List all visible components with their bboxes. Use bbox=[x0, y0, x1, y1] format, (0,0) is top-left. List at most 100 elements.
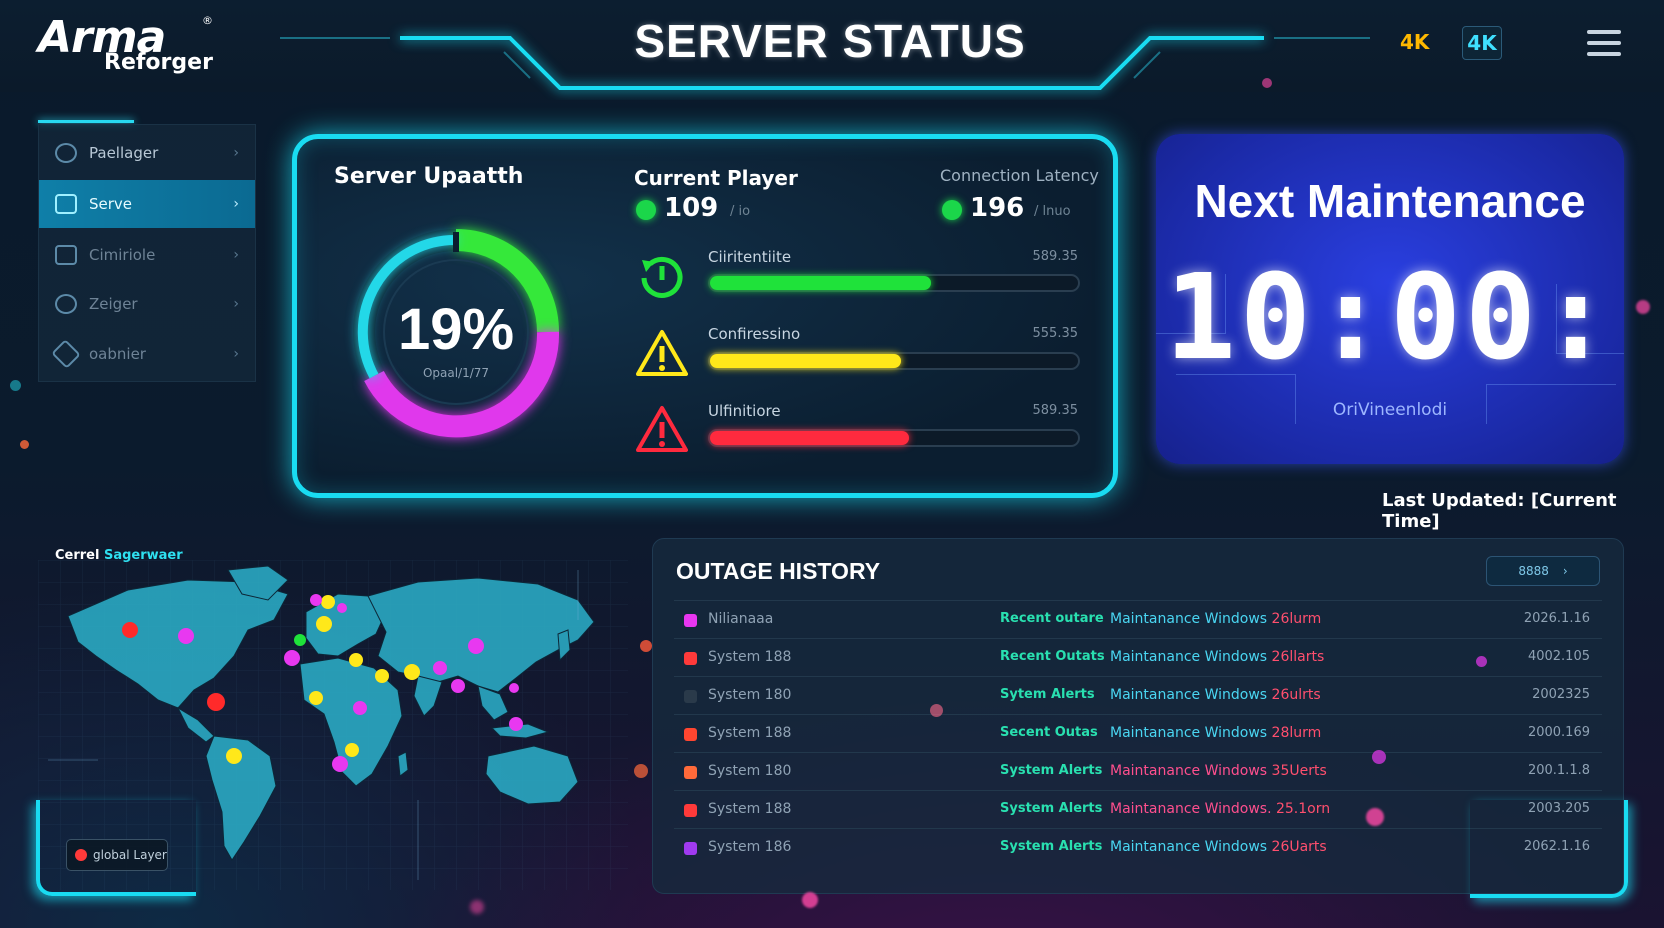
outage-window-label: Maintanance Windows bbox=[1110, 611, 1268, 627]
logo-registered-mark: ® bbox=[202, 14, 213, 27]
outage-type: Recent Outats bbox=[1000, 649, 1105, 664]
chevron-right-icon: › bbox=[1562, 564, 1568, 578]
settings-circle-icon bbox=[55, 143, 77, 163]
decor-spark bbox=[634, 764, 648, 778]
metric-value: 589.35 bbox=[1032, 403, 1079, 418]
decor-spark bbox=[1476, 656, 1487, 667]
maintenance-panel bbox=[1156, 134, 1624, 464]
uptime-value: 19% bbox=[397, 297, 515, 362]
outage-window: Maintanance Windows 26lurm bbox=[1110, 611, 1321, 627]
status-square-icon bbox=[684, 766, 697, 779]
outage-row[interactable]: System 186 System Alerts Maintanance Windo… bbox=[674, 828, 1602, 866]
uptime-label: Server Upaatth bbox=[334, 164, 524, 189]
metric-bar-track bbox=[708, 274, 1080, 292]
sidebar: Paellager › Serve › Cimiriole › Zeiger ›… bbox=[38, 124, 256, 382]
outage-history-panel bbox=[652, 538, 1624, 894]
outage-window-label: Maintanance Windows bbox=[1110, 763, 1268, 779]
metric-bar-fill bbox=[710, 354, 901, 368]
outage-date: 2026.1.16 bbox=[1523, 611, 1590, 626]
sidebar-item-cimiriole[interactable]: Cimiriole › bbox=[39, 231, 255, 279]
sidebar-item-paellager[interactable]: Paellager › bbox=[39, 129, 255, 177]
current-players-label: Current Player bbox=[634, 166, 798, 190]
sidebar-item-serve[interactable]: Serve › bbox=[39, 180, 255, 228]
outage-system: System 188 bbox=[708, 801, 792, 817]
chevron-right-icon: › bbox=[233, 296, 239, 312]
decor-spark bbox=[640, 640, 652, 652]
resolution-toggle-4k[interactable]: 4K bbox=[1462, 26, 1502, 60]
outage-type: System Alerts bbox=[1000, 763, 1103, 778]
status-square-icon bbox=[684, 690, 697, 703]
metric-bar-fill bbox=[710, 276, 931, 290]
outage-window-label: Maintanance Windows. bbox=[1110, 801, 1272, 817]
hamburger-menu-icon[interactable] bbox=[1587, 30, 1621, 56]
outage-row[interactable]: System 188 Secent Outas Maintanance Window… bbox=[674, 714, 1602, 752]
world-map[interactable] bbox=[38, 560, 628, 890]
outage-type: Secent Outas bbox=[1000, 725, 1098, 740]
maintenance-countdown: 10:00: bbox=[1164, 248, 1616, 386]
warning-triangle-red-icon bbox=[636, 406, 688, 452]
decor-spark bbox=[470, 900, 484, 914]
decor-spark bbox=[802, 892, 818, 908]
app-logo[interactable]: Arma Reforger ® bbox=[38, 12, 218, 75]
outage-system: Nilianaaa bbox=[708, 611, 774, 627]
view-all-label: 8888 bbox=[1518, 564, 1549, 578]
last-updated-text: Last Updated: [Current Time] bbox=[1382, 490, 1617, 532]
outage-window-label: Maintanance Windows bbox=[1110, 725, 1268, 741]
outage-row[interactable]: Nilianaaa Recent outare Maintanance Window… bbox=[674, 600, 1602, 638]
metric-bar-fill bbox=[710, 431, 909, 445]
link-icon bbox=[55, 294, 77, 314]
outage-row[interactable]: System 188 System Alerts Maintanance Windo… bbox=[674, 790, 1602, 828]
outage-window-count: 26ulrts bbox=[1271, 687, 1321, 703]
map-legend-button[interactable]: global Layer bbox=[66, 839, 168, 871]
outage-row[interactable]: System 180 Sytem Alerts Maintanance Window… bbox=[674, 676, 1602, 714]
outage-window: Maintanance Windows 26ulrts bbox=[1110, 687, 1321, 703]
sidebar-item-label: Serve bbox=[89, 195, 133, 213]
outage-window: Maintanance Windows. 25.1orn bbox=[1110, 801, 1330, 817]
latency-status-dot bbox=[942, 200, 962, 220]
decor-spark bbox=[20, 440, 29, 449]
restart-clock-icon bbox=[641, 256, 683, 298]
uptime-gauge bbox=[353, 229, 560, 438]
sidebar-item-label: oabnier bbox=[89, 345, 146, 363]
decor-spark bbox=[1372, 750, 1386, 764]
metric-label: Confiressino bbox=[708, 325, 801, 343]
outage-window: Maintanance Windows 28lurm bbox=[1110, 725, 1321, 741]
outage-date: 2062.1.16 bbox=[1523, 839, 1590, 854]
latency-unit: / lnuo bbox=[1034, 204, 1071, 219]
sidebar-item-oabnier[interactable]: oabnier › bbox=[39, 330, 255, 378]
status-square-icon bbox=[684, 652, 697, 665]
uptime-subtext: Opaal/1/77 bbox=[422, 366, 490, 380]
decor-spark bbox=[1366, 808, 1384, 826]
warning-triangle-yellow-icon bbox=[636, 330, 688, 376]
maintenance-title: Next Maintenance bbox=[1194, 175, 1586, 227]
outage-type: Recent outare bbox=[1000, 611, 1104, 626]
outage-window-count: 25.1orn bbox=[1275, 801, 1331, 817]
sidebar-item-zeiger[interactable]: Zeiger › bbox=[39, 280, 255, 328]
maintenance-subtext: OriVineenlodi bbox=[1332, 400, 1448, 420]
chevron-right-icon: › bbox=[233, 145, 239, 161]
outage-type: System Alerts bbox=[1000, 839, 1103, 854]
metric-label: Ciiritentiite bbox=[708, 248, 792, 266]
decor-spark bbox=[10, 380, 21, 391]
outage-history-title: OUTAGE HISTORY bbox=[676, 558, 881, 584]
resolution-badge-4k[interactable]: 4K bbox=[1400, 30, 1430, 54]
outage-view-all-button[interactable]: 8888 › bbox=[1486, 556, 1600, 586]
outage-row[interactable]: System 180 System Alerts Maintanance Windo… bbox=[674, 752, 1602, 790]
outage-row[interactable]: System 188 Recent Outats Maintanance Windo… bbox=[674, 638, 1602, 676]
map-legend-label: global Layer bbox=[93, 848, 167, 862]
outage-date: 2000.169 bbox=[1527, 725, 1590, 740]
outage-window-count: 26llarts bbox=[1271, 649, 1325, 665]
outage-window-label: Maintanance Windows bbox=[1110, 649, 1268, 665]
outage-window-count: 35Uerts bbox=[1271, 763, 1327, 779]
header-bar bbox=[0, 0, 1664, 92]
legend-dot-icon bbox=[75, 849, 87, 861]
decor-spark bbox=[930, 704, 943, 717]
status-square-icon bbox=[684, 804, 697, 817]
sidebar-item-label: Cimiriole bbox=[89, 246, 156, 264]
outage-date: 2002325 bbox=[1532, 687, 1590, 702]
metric-bar-track bbox=[708, 352, 1080, 370]
outage-frame-corner bbox=[1470, 800, 1628, 898]
page-title: SERVER STATUS bbox=[634, 15, 1026, 67]
logo-word-reforger: Reforger bbox=[104, 50, 213, 75]
status-square-icon bbox=[684, 728, 697, 741]
